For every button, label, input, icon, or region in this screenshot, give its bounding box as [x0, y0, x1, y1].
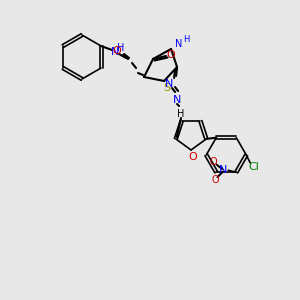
Text: O: O: [167, 50, 176, 60]
Text: N: N: [111, 47, 119, 57]
Text: N: N: [219, 165, 227, 175]
Text: N: N: [173, 95, 181, 105]
Text: Cl: Cl: [249, 162, 260, 172]
Text: N: N: [176, 39, 183, 49]
Text: O: O: [209, 157, 217, 167]
Text: H: H: [117, 43, 125, 53]
Text: N: N: [165, 79, 173, 89]
Text: S: S: [164, 83, 171, 93]
Text: O: O: [189, 152, 197, 162]
Text: O: O: [212, 175, 219, 185]
Text: O: O: [113, 46, 122, 56]
Text: H: H: [183, 35, 189, 44]
Text: H: H: [177, 109, 185, 119]
